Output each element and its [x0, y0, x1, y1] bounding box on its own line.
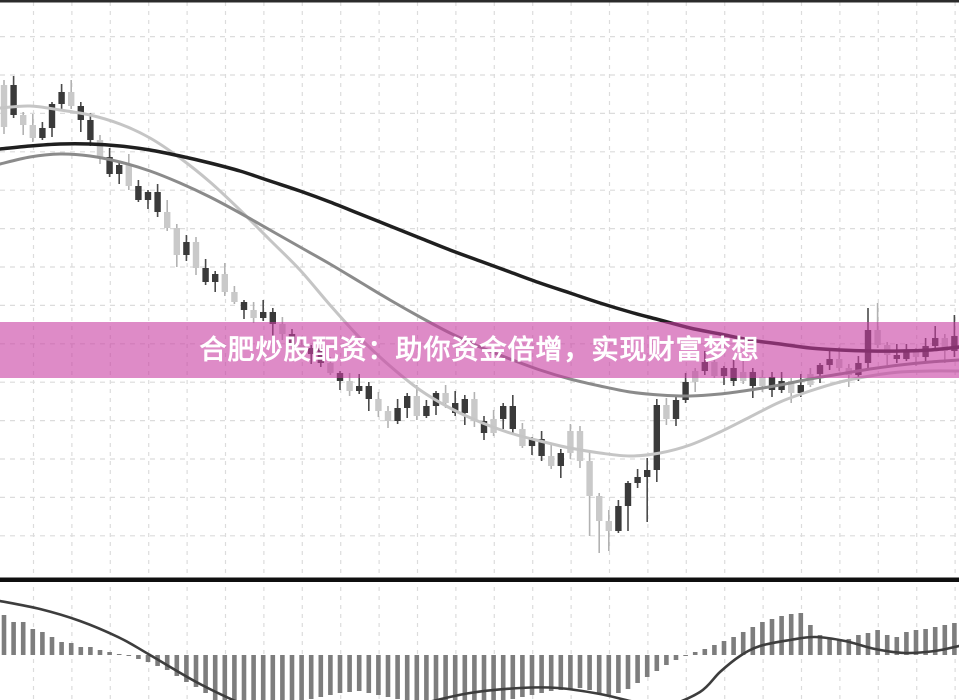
promo-banner-text: 合肥炒股配资：助你资金倍增，实现财富梦想 [199, 334, 760, 365]
moving-average-layer [0, 104, 959, 458]
promo-banner: 合肥炒股配资：助你资金倍增，实现财富梦想 [0, 322, 959, 378]
macd-layer [0, 599, 959, 700]
frame-layer [0, 0, 959, 582]
